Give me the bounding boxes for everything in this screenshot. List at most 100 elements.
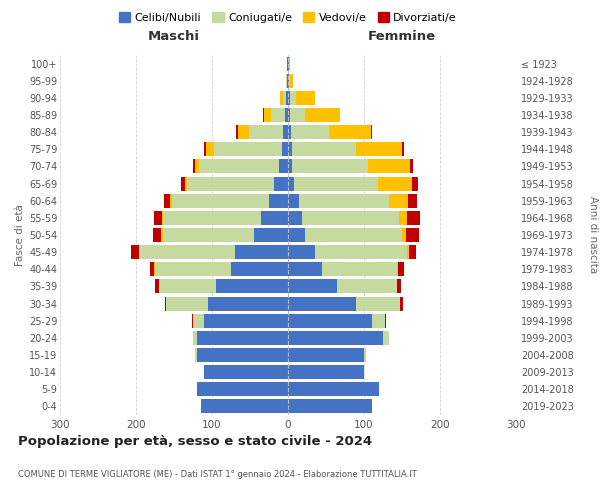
Bar [170,194,172,207]
Bar [407,245,409,259]
Bar [238,125,249,139]
Bar [197,331,288,345]
Bar [159,280,216,293]
Bar [193,314,205,328]
Bar [288,211,302,225]
Bar [383,331,389,345]
Bar [287,74,288,88]
Bar [195,160,199,173]
Y-axis label: Anni di nascita: Anni di nascita [587,196,598,274]
Bar [154,211,162,225]
Bar [288,296,356,310]
Bar [254,228,288,242]
Bar [305,228,402,242]
Bar [288,176,294,190]
Y-axis label: Fasce di età: Fasce di età [14,204,25,266]
Bar [356,296,400,310]
Bar [165,296,166,310]
Bar [289,74,290,88]
Bar [206,142,214,156]
Bar [288,245,314,259]
Bar [288,348,364,362]
Bar [155,262,231,276]
Bar [208,296,288,310]
Bar [140,245,235,259]
Bar [197,382,288,396]
Bar [294,176,377,190]
Bar [406,228,419,242]
Bar [205,365,288,379]
Bar [410,160,413,173]
Bar [187,176,274,190]
Bar [216,280,288,293]
Bar [296,91,314,105]
Bar [154,262,155,276]
Bar [166,296,208,310]
Bar [269,194,288,207]
Bar [139,245,140,259]
Bar [288,142,292,156]
Bar [288,400,371,413]
Bar [271,108,285,122]
Bar [288,331,383,345]
Bar [329,125,371,139]
Bar [205,314,288,328]
Bar [283,91,286,105]
Bar [164,194,170,207]
Bar [172,194,269,207]
Bar [286,91,288,105]
Bar [163,228,254,242]
Bar [402,142,404,156]
Text: Maschi: Maschi [148,30,200,43]
Bar [288,314,371,328]
Bar [193,160,195,173]
Text: COMUNE DI TERME VIGLIATORE (ME) - Dati ISTAT 1° gennaio 2024 - Elaborazione TUTT: COMUNE DI TERME VIGLIATORE (ME) - Dati I… [18,470,417,479]
Bar [385,314,386,328]
Bar [402,228,406,242]
Bar [288,194,299,207]
Bar [288,74,289,88]
Bar [193,331,197,345]
Bar [287,56,288,70]
Bar [214,142,282,156]
Text: Femmine: Femmine [368,30,436,43]
Text: Popolazione per età, sesso e stato civile - 2024: Popolazione per età, sesso e stato civil… [18,435,372,448]
Bar [154,228,161,242]
Bar [368,160,410,173]
Bar [288,108,290,122]
Bar [288,56,289,70]
Bar [203,142,206,156]
Bar [131,245,139,259]
Bar [236,125,238,139]
Bar [235,245,288,259]
Bar [288,262,322,276]
Bar [161,228,163,242]
Bar [163,211,262,225]
Bar [377,176,412,190]
Bar [185,176,187,190]
Bar [399,211,407,225]
Bar [291,125,329,139]
Bar [195,348,197,362]
Bar [290,91,296,105]
Bar [290,74,293,88]
Legend: Celibi/Nubili, Coniugati/e, Vedovi/e, Divorziati/e: Celibi/Nubili, Coniugati/e, Vedovi/e, Di… [115,8,461,28]
Bar [400,296,403,310]
Bar [288,382,379,396]
Bar [162,211,163,225]
Bar [397,280,401,293]
Bar [288,228,305,242]
Bar [322,262,397,276]
Bar [192,314,193,328]
Bar [299,194,389,207]
Bar [249,125,283,139]
Bar [364,348,365,362]
Bar [337,280,397,293]
Bar [389,194,408,207]
Bar [200,400,288,413]
Bar [288,125,291,139]
Bar [397,262,398,276]
Bar [371,125,373,139]
Bar [263,108,271,122]
Bar [286,74,287,88]
